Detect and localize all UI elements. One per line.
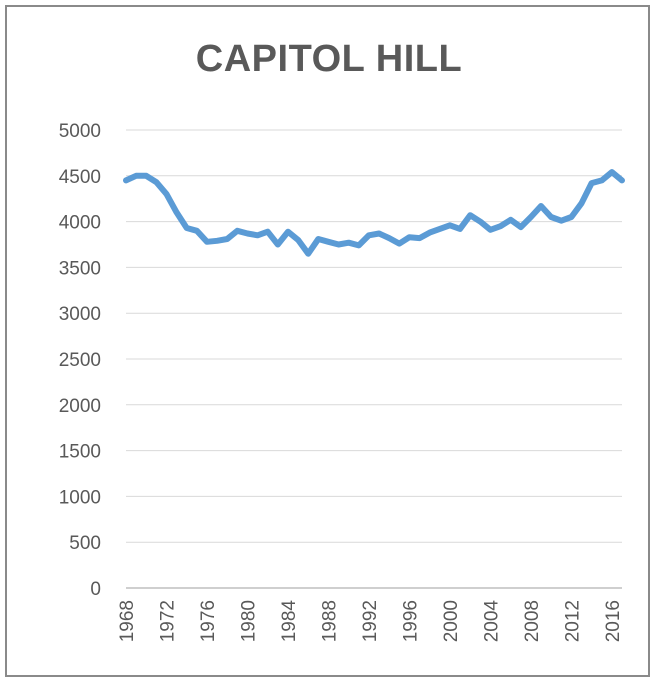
x-tick-label: 1976 — [198, 600, 219, 642]
x-tick-label: 1972 — [157, 600, 178, 642]
y-tick-label: 1000 — [59, 487, 101, 508]
y-tick-label: 0 — [90, 579, 101, 600]
x-axis-ticks: 1968 1972 1976 1980 1984 1988 1992 1996 2000 2004… — [117, 600, 624, 643]
x-tick-label: 1984 — [279, 600, 300, 643]
y-tick-label: 1500 — [59, 442, 101, 463]
x-tick-label: 2000 — [441, 600, 462, 642]
y-tick-label: 500 — [69, 533, 101, 554]
series-layer — [123, 169, 625, 257]
y-tick-label: 2500 — [59, 350, 101, 371]
chart-frame — [5, 5, 650, 677]
chart-title: CAPITOL HILL — [195, 38, 463, 80]
x-tick-label: 2008 — [522, 600, 543, 642]
y-tick-label: 4500 — [59, 167, 101, 188]
y-tick-label: 3000 — [59, 304, 101, 325]
x-tick-label: 1996 — [400, 600, 421, 642]
x-tick-label: 2016 — [603, 600, 624, 642]
y-tick-label: 4000 — [59, 213, 101, 234]
y-tick-label: 5000 — [59, 121, 101, 142]
x-tick-label: 1980 — [238, 600, 259, 642]
x-tick-label: 1988 — [319, 600, 340, 642]
x-tick-label: 1968 — [117, 600, 138, 642]
y-axis-ticks: 0 500 1000 1500 2000 2500 3000 3500 4000 4500 5000 — [59, 121, 101, 600]
x-tick-label: 1992 — [360, 600, 381, 642]
y-tick-label: 3500 — [59, 258, 101, 279]
x-tick-label: 2012 — [562, 600, 583, 642]
y-tick-label: 2000 — [59, 396, 101, 417]
x-tick-label: 2004 — [481, 600, 502, 643]
series-line-0 — [123, 169, 625, 257]
gridlines — [126, 129, 622, 589]
